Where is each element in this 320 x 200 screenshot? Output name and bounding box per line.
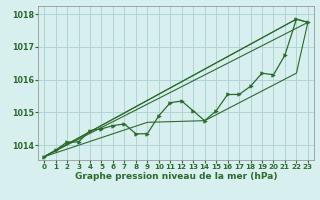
X-axis label: Graphe pression niveau de la mer (hPa): Graphe pression niveau de la mer (hPa) [75,172,277,181]
